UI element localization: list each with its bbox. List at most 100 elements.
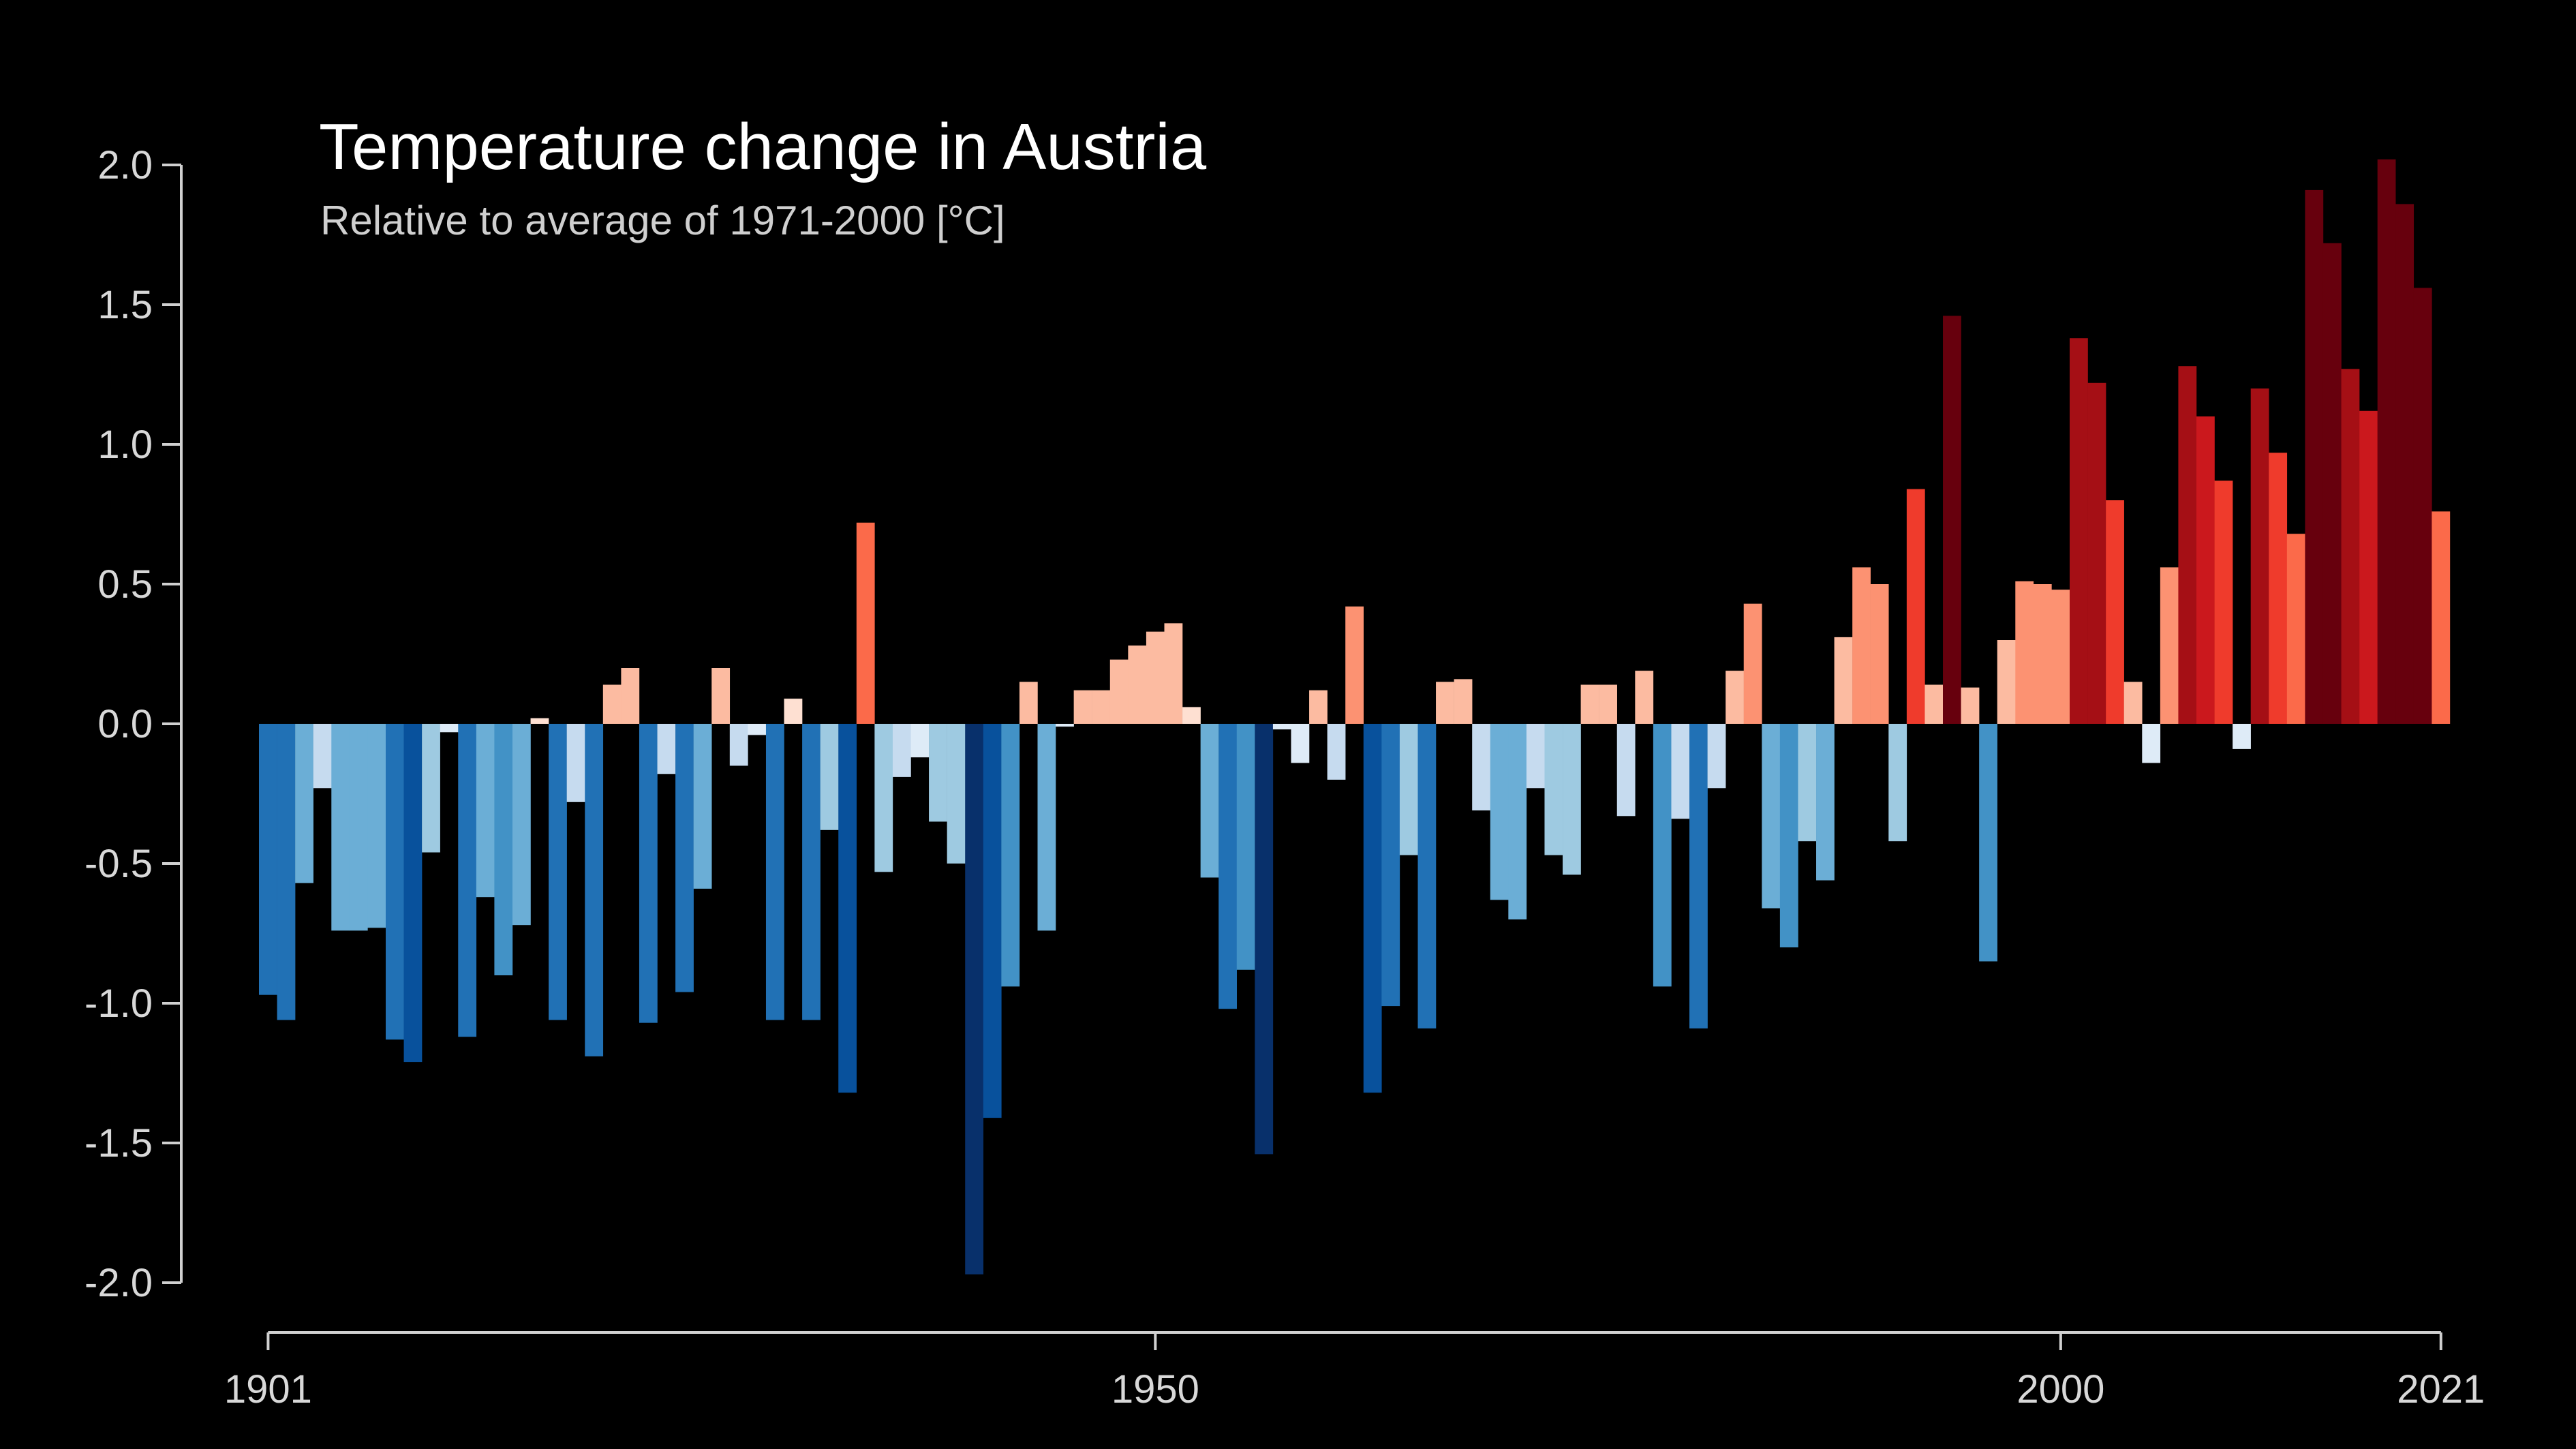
x-tick-label: 2000	[2017, 1367, 2104, 1412]
bar-1924	[675, 724, 694, 992]
bar-1909	[403, 724, 423, 1063]
bar-1992	[1906, 489, 1925, 724]
bar-1957	[1272, 724, 1291, 730]
bar-2003	[2106, 500, 2124, 724]
bar-1975	[1599, 684, 1617, 724]
bar-1910	[422, 724, 440, 853]
bar-1977	[1635, 671, 1654, 724]
bar-1932	[820, 724, 839, 830]
bar-2007	[2178, 366, 2197, 724]
bar-1959	[1309, 690, 1328, 724]
bar-1937	[910, 724, 930, 758]
bar-1956	[1255, 724, 1274, 1155]
bar-1907	[367, 724, 386, 928]
bar-1988	[1834, 637, 1853, 724]
y-tick-label: 2.0	[97, 143, 153, 187]
bar-1996	[1979, 724, 1997, 962]
bar-1945	[1056, 724, 1074, 727]
bar-1923	[657, 724, 676, 774]
bar-1962	[1363, 724, 1382, 1093]
x-tick-label: 1950	[1111, 1367, 1199, 1412]
bar-1915	[512, 724, 531, 926]
bar-2011	[2250, 388, 2269, 724]
bar-1973	[1563, 724, 1581, 875]
bar-1966	[1436, 682, 1454, 724]
bar-1958	[1291, 724, 1310, 763]
bar-1981	[1707, 724, 1726, 789]
bar-1916	[530, 718, 549, 724]
bar-1948	[1109, 659, 1129, 724]
y-tick-label: -0.5	[85, 842, 153, 886]
bar-1982	[1726, 671, 1744, 724]
y-tick-label: 0.0	[97, 702, 153, 746]
x-axis: 1901 1950 2000 2021	[224, 1331, 2485, 1412]
bar-1954	[1218, 724, 1238, 1009]
bar-1935	[874, 724, 893, 872]
bar-1976	[1616, 724, 1636, 817]
bar-1993	[1925, 684, 1944, 724]
bar-1946	[1073, 690, 1092, 724]
bar-1949	[1128, 645, 1147, 724]
bar-1967	[1454, 679, 1473, 724]
bar-2001	[2070, 338, 2088, 724]
bar-1983	[1743, 603, 1762, 724]
y-tick-label: -1.5	[85, 1121, 153, 1165]
bar-1953	[1200, 724, 1219, 878]
bar-1942	[1001, 724, 1020, 987]
bar-1922	[639, 724, 658, 1023]
y-axis: 2.0 1.5 1.0 0.5 0.0 -0.5 -1.0 -1.5 -2.0	[85, 143, 183, 1305]
bar-1917	[549, 724, 567, 1020]
bar-1912	[458, 724, 477, 1037]
bar-1980	[1689, 724, 1708, 1028]
bar-1918	[566, 724, 585, 802]
bar-1902	[277, 724, 296, 1020]
bar-1961	[1345, 606, 1364, 724]
bar-1919	[585, 724, 604, 1056]
bar-1934	[856, 522, 875, 724]
bar-1968	[1472, 724, 1490, 811]
bar-1994	[1943, 316, 1961, 724]
bar-1965	[1417, 724, 1437, 1028]
bar-2002	[2087, 382, 2106, 724]
y-tick-label: 0.5	[97, 562, 153, 607]
y-tick-label: -1.0	[85, 981, 153, 1026]
bar-1951	[1164, 623, 1183, 724]
bar-2012	[2269, 453, 2288, 724]
bar-1940	[965, 724, 984, 1275]
bar-2016	[2341, 369, 2360, 724]
bar-1991	[1888, 724, 1907, 842]
bar-1929	[765, 724, 784, 1020]
bar-1984	[1762, 724, 1781, 909]
bar-1964	[1399, 724, 1418, 855]
bar-2009	[2214, 481, 2233, 724]
x-tick-label: 2021	[2397, 1367, 2485, 1412]
bar-1920	[602, 684, 622, 724]
bar-2008	[2196, 416, 2215, 724]
bar-1943	[1019, 682, 1038, 724]
bar-1926	[711, 668, 731, 724]
bar-1978	[1653, 724, 1672, 987]
chart-subtitle: Relative to average of 1971-2000 [°C]	[320, 198, 1005, 243]
bar-1905	[331, 724, 350, 931]
bar-1974	[1580, 684, 1599, 724]
y-tick-label: 1.0	[97, 423, 153, 467]
bar-1970	[1508, 724, 1527, 919]
bar-1921	[621, 668, 640, 724]
bar-2014	[2305, 189, 2324, 724]
bar-series	[259, 159, 2451, 1275]
bar-2019	[2395, 204, 2414, 724]
bar-1987	[1816, 724, 1835, 881]
bar-2005	[2142, 724, 2161, 763]
bar-1938	[929, 724, 947, 822]
bar-1989	[1852, 567, 1871, 724]
bar-1928	[748, 724, 767, 735]
bar-2018	[2377, 159, 2396, 724]
bar-2021	[2432, 511, 2451, 724]
bar-2000	[2051, 590, 2070, 724]
bar-1979	[1671, 724, 1690, 819]
bar-1933	[838, 724, 857, 1093]
bar-1913	[476, 724, 495, 898]
y-tick-label: 1.5	[97, 283, 153, 327]
bar-1911	[440, 724, 459, 733]
